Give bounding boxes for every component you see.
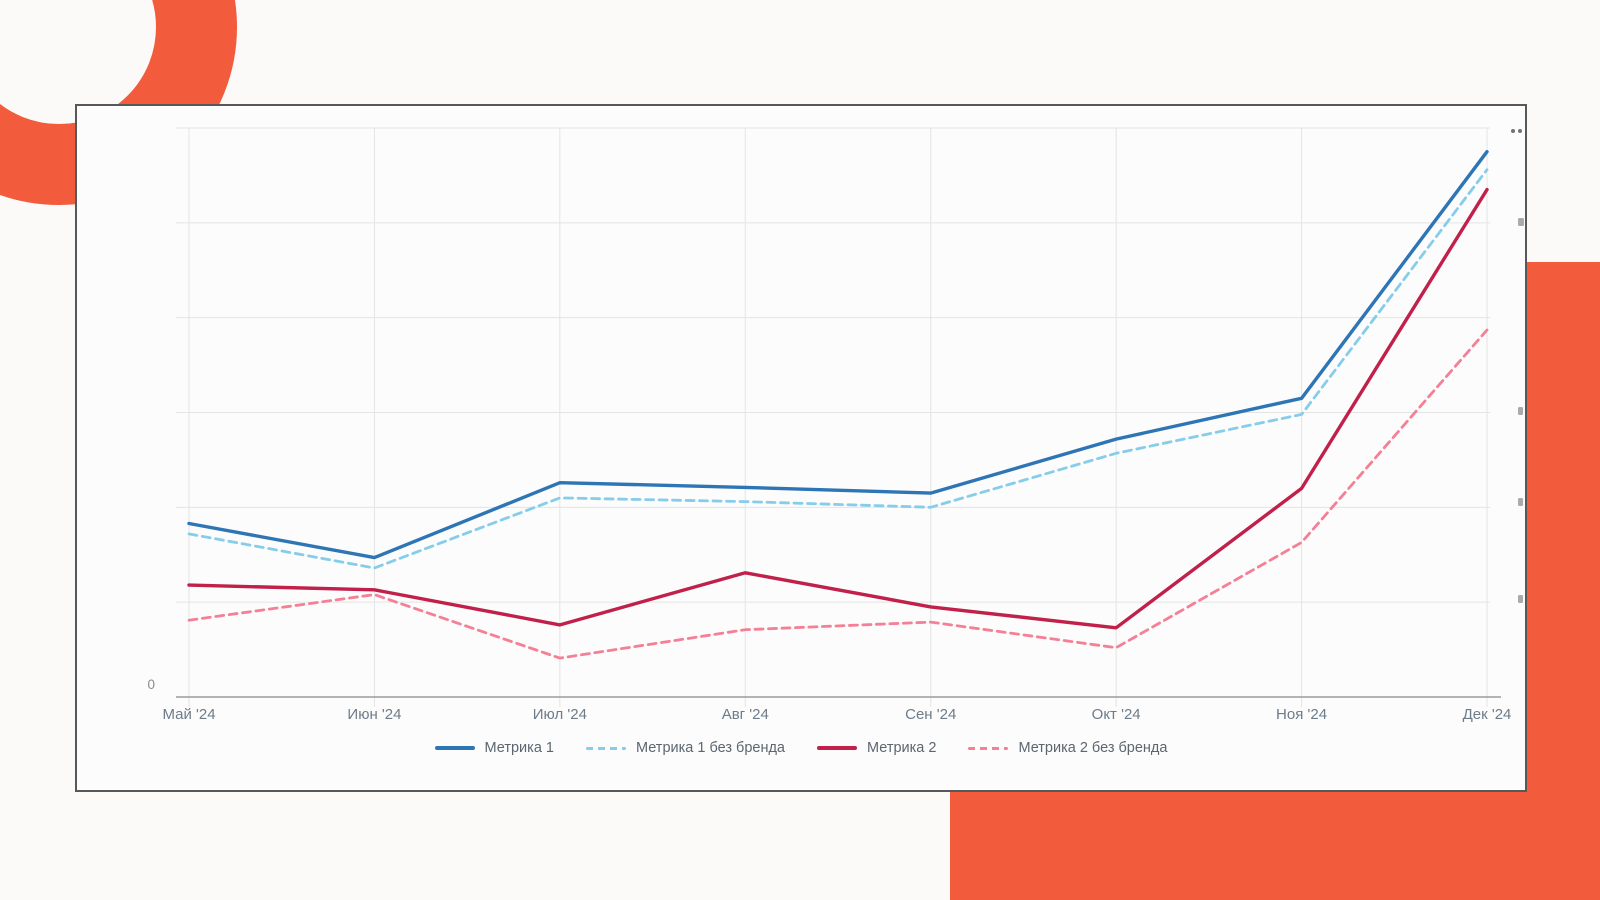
legend-line-swatch <box>817 746 857 750</box>
gridlines <box>176 127 1490 707</box>
clipped-axis-label-fragment <box>1518 498 1523 506</box>
clipped-axis-label-fragment <box>1518 407 1523 415</box>
series-line-0 <box>187 150 1489 560</box>
clipped-axis-label-fragment <box>1518 129 1522 133</box>
legend-item-3[interactable]: Метрика 2 <box>817 740 936 756</box>
legend-line-swatch <box>434 746 475 750</box>
legend-item-2[interactable]: Метрика 1 без бренда <box>585 740 785 756</box>
series-line-1 <box>187 168 1489 570</box>
chart-panel: 0 Май '24 Июн '24 Июл '24 Авг '24 Сен '24 Окт… <box>75 104 1527 792</box>
legend-label: Метрика 1 <box>484 740 554 756</box>
legend-dashed-line-swatch <box>585 746 626 750</box>
legend-dashed-line-swatch <box>968 746 1009 750</box>
legend-item-1[interactable]: Метрика 1 <box>434 740 554 756</box>
clipped-axis-label-fragment <box>1511 129 1515 133</box>
series-line-3 <box>187 328 1489 660</box>
y-axis-zero-label: 0 <box>147 677 155 692</box>
clipped-axis-label-fragment <box>1518 595 1523 603</box>
legend-item-4[interactable]: Метрика 2 без бренда <box>968 740 1167 756</box>
clipped-axis-label-fragment <box>1518 218 1524 226</box>
legend-label: Метрика 2 <box>867 740 937 756</box>
legend-label: Метрика 2 без бренда <box>1018 740 1168 756</box>
line-chart <box>176 127 1501 707</box>
legend-label: Метрика 1 без бренда <box>635 740 785 756</box>
series-line-2 <box>187 187 1489 630</box>
orange-bottom-rectangle <box>950 792 1600 900</box>
chart-legend: Метрика 1 Метрика 1 без бренда Метрика 2 Ме… <box>77 735 1525 761</box>
